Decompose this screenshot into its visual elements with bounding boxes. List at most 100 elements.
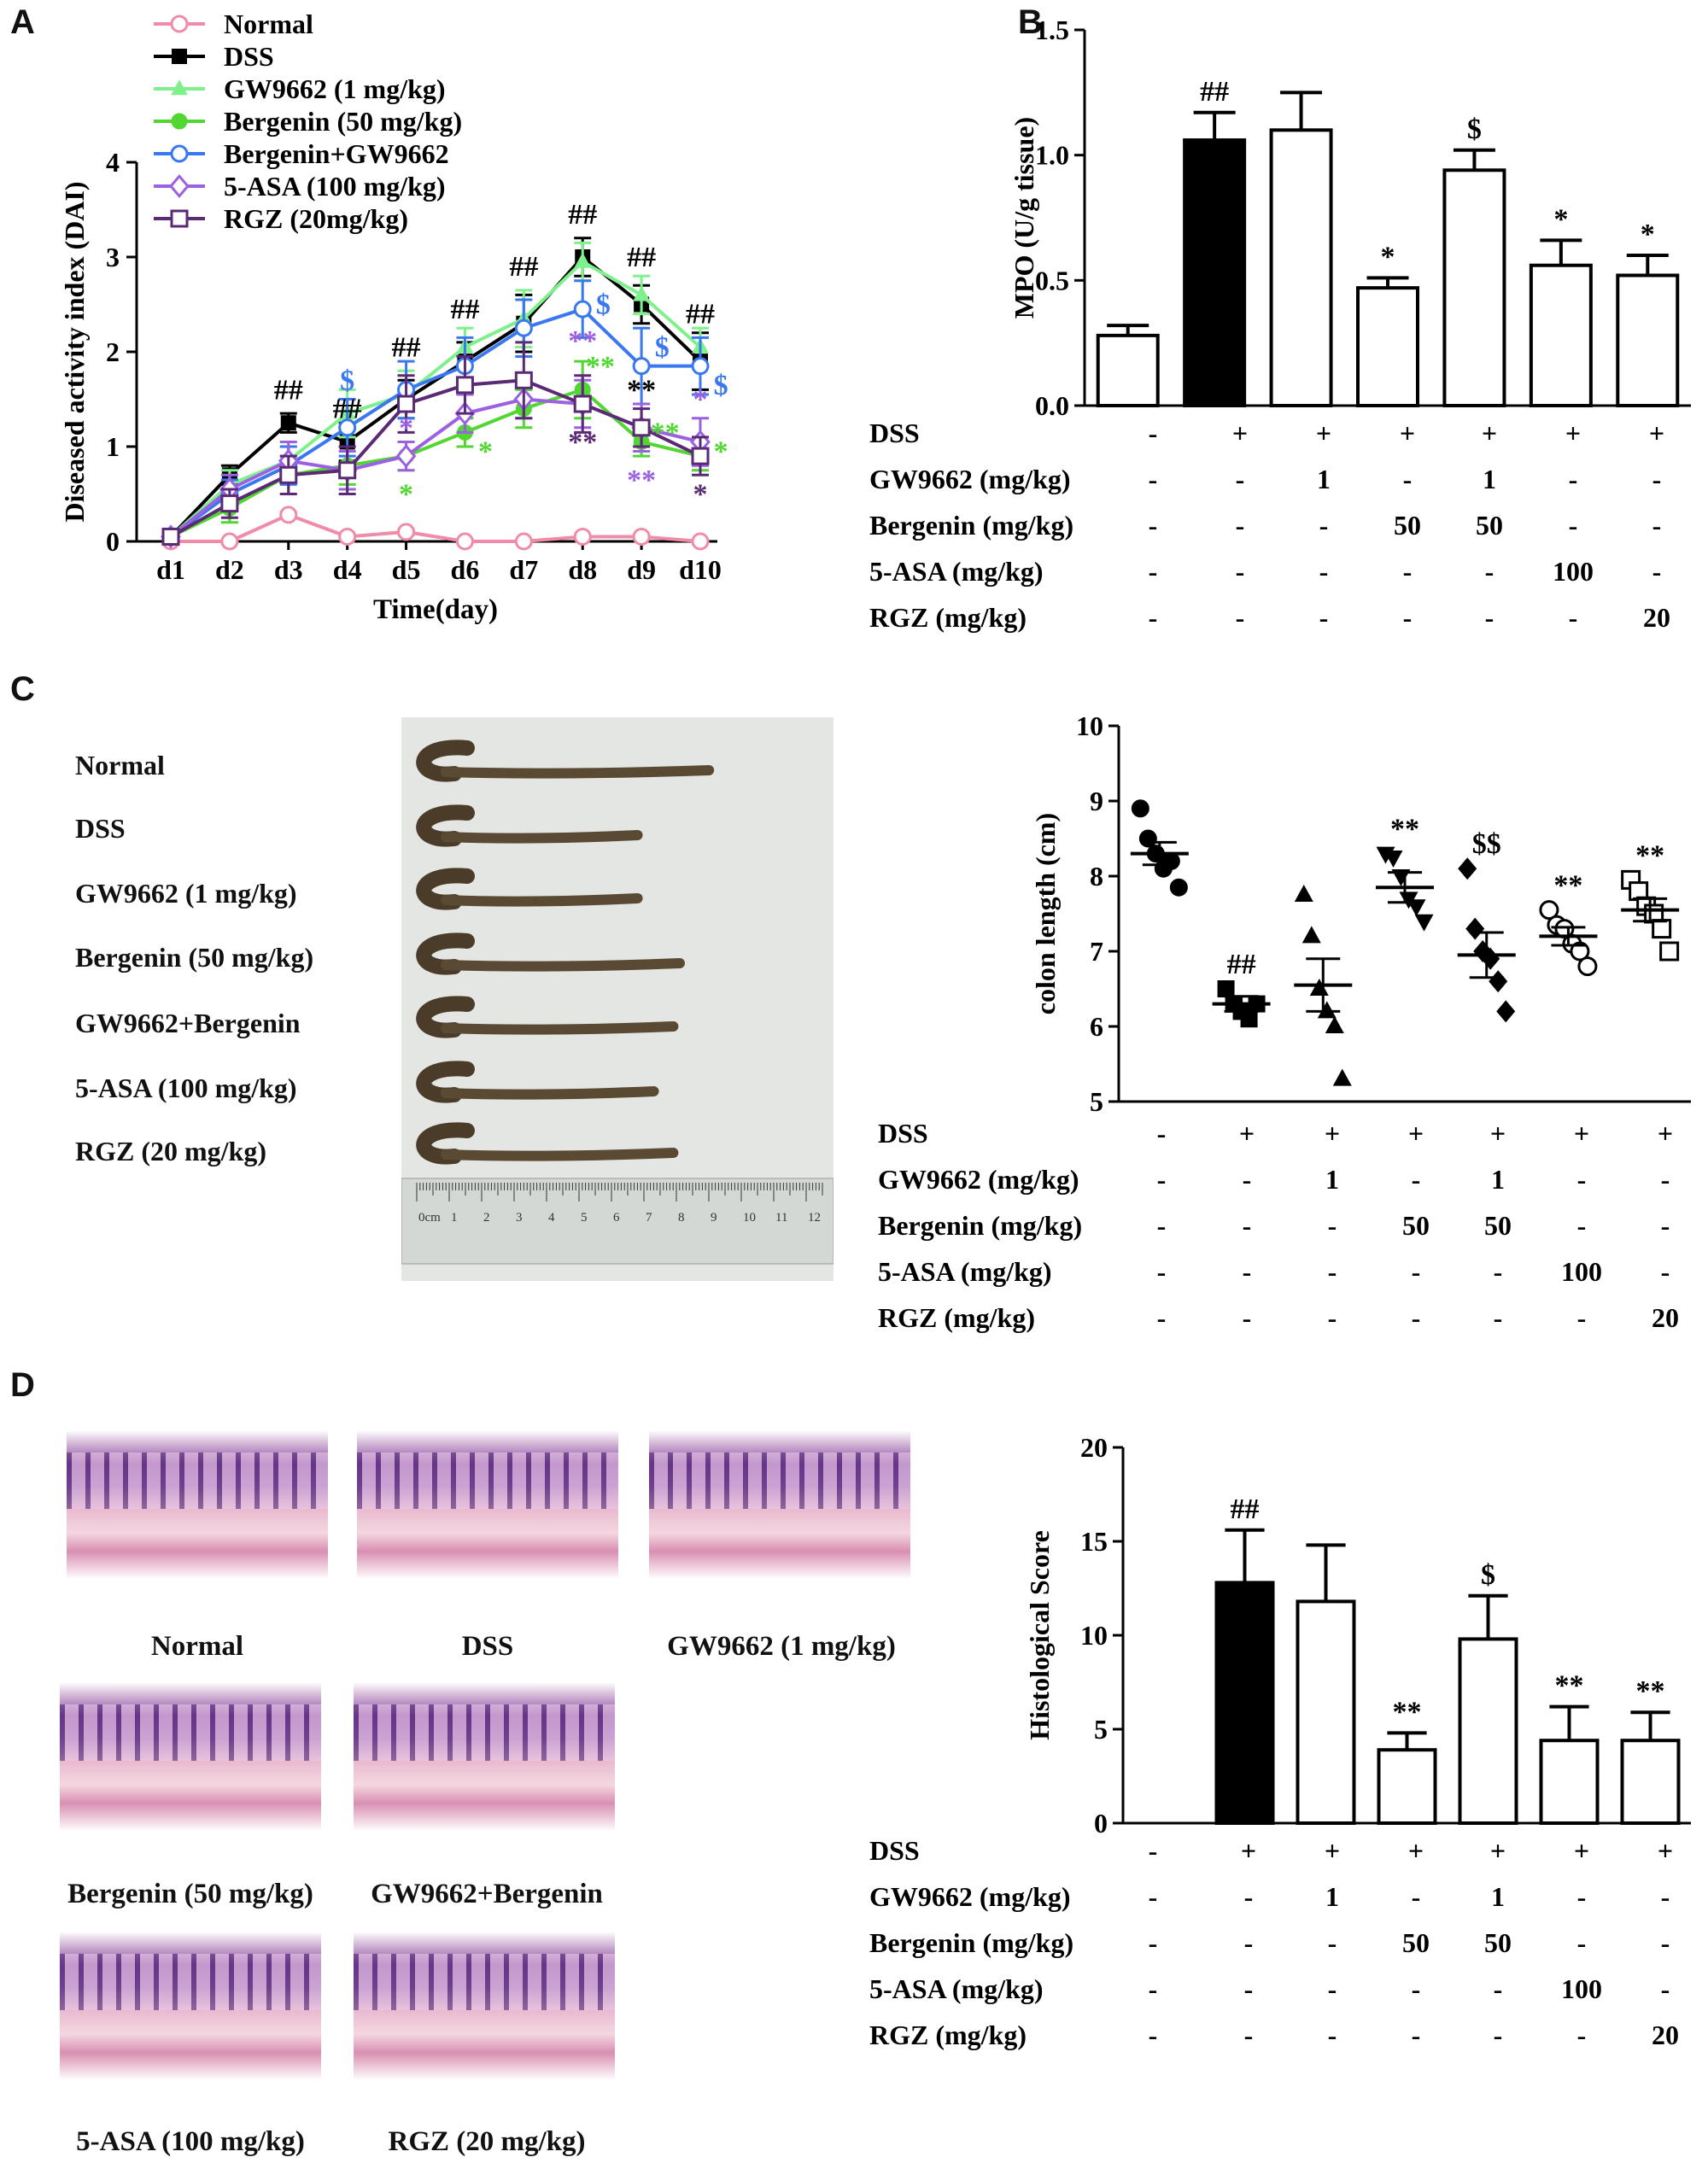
data-point	[395, 444, 417, 469]
significance-mark: ##	[450, 294, 479, 325]
y-axis-title: MPO (U/g tissue)	[1009, 117, 1039, 319]
table-row-label: GW9662 (mg/kg)	[878, 1164, 1079, 1195]
table-cell: -	[1244, 1973, 1254, 2004]
table-cell: 20	[1643, 602, 1670, 633]
data-point	[1301, 926, 1321, 944]
significance-mark: ##	[686, 299, 715, 330]
panel-letter-b: B	[1018, 3, 1043, 41]
table-cell: -	[1244, 2020, 1254, 2050]
table-cell: -	[1236, 510, 1245, 541]
table-cell: 20	[1652, 2020, 1679, 2050]
significance-mark: *	[1381, 241, 1395, 272]
y-tick-label: 4	[106, 147, 120, 178]
table-row-label: GW9662 (mg/kg)	[869, 1881, 1071, 1912]
x-tick-label: d4	[333, 554, 362, 585]
table-row-label: RGZ (mg/kg)	[869, 602, 1027, 633]
table-cell: -	[1412, 1973, 1421, 2004]
table-cell: +	[1241, 1836, 1256, 1866]
significance-mark: *	[478, 436, 493, 468]
significance-mark: ##	[1200, 76, 1229, 108]
he-label-gw9662: GW9662 (1 mg/kg)	[667, 1631, 896, 1662]
table-cell: -	[1577, 1210, 1587, 1241]
table-cell: -	[1494, 2020, 1503, 2050]
table-cell: -	[1243, 1164, 1252, 1195]
table-cell: -	[1412, 1164, 1421, 1195]
significance-mark: **	[1635, 839, 1664, 871]
data-point	[574, 252, 592, 268]
table-cell: +	[1490, 1119, 1506, 1149]
colon-label-normal: Normal	[75, 750, 165, 780]
y-tick-label: 15	[1080, 1526, 1108, 1557]
table-cell: -	[1661, 1164, 1670, 1195]
significance-mark: $	[1481, 1559, 1495, 1591]
data-point	[220, 494, 239, 513]
colon-label-bergenin: Bergenin (50 mg/kg)	[75, 942, 314, 973]
table-cell: -	[1485, 602, 1494, 633]
data-point	[1414, 914, 1434, 932]
table-cell: -	[1328, 1302, 1337, 1333]
table-cell: +	[1490, 1836, 1506, 1866]
data-point	[632, 357, 651, 376]
table-cell: 100	[1561, 1973, 1602, 2004]
table-cell: -	[1157, 1119, 1167, 1149]
legend-label: RGZ (20mg/kg)	[224, 203, 408, 234]
table-cell: -	[1485, 556, 1494, 587]
y-tick-label: 7	[1090, 936, 1103, 967]
data-point	[1659, 941, 1680, 962]
ruler-number: 0cm	[418, 1211, 441, 1225]
table-cell: -	[1243, 1210, 1252, 1241]
table-cell: -	[1412, 1302, 1421, 1333]
he-label-gw9662-bergenin: GW9662+Bergenin	[371, 1879, 603, 1909]
table-cell: 1	[1325, 1881, 1339, 1912]
y-tick-label: 3	[106, 242, 120, 272]
table-cell: -	[1569, 464, 1578, 494]
table-cell: +	[1400, 418, 1415, 448]
he-image-rgz	[354, 1932, 615, 2118]
table-cell: -	[1661, 1210, 1670, 1241]
significance-mark: **	[1636, 1675, 1665, 1707]
table-cell: -	[1149, 510, 1158, 541]
colon-label-gw9662: GW9662 (1 mg/kg)	[75, 878, 297, 909]
colon-segment	[441, 893, 643, 907]
legend-label: 5-ASA (100 mg/kg)	[224, 171, 446, 202]
colon-segment	[441, 1086, 659, 1100]
y-tick-label: 1	[106, 431, 120, 462]
panel-letter-d: D	[10, 1366, 35, 1404]
data-point	[279, 465, 298, 484]
he-image-gw9662	[649, 1430, 910, 1616]
table-cell: -	[1244, 1927, 1254, 1958]
table-row-label: RGZ (mg/kg)	[878, 1302, 1035, 1333]
y-tick-label: 20	[1080, 1432, 1108, 1463]
table-cell: -	[1236, 464, 1245, 494]
table-cell: +	[1658, 1119, 1673, 1149]
x-tick-label: d8	[568, 554, 597, 585]
table-cell: -	[1661, 1927, 1670, 1958]
colon-segment	[441, 1148, 679, 1161]
table-cell: -	[1157, 1256, 1167, 1287]
colon-segment	[441, 958, 685, 972]
data-point	[691, 532, 710, 551]
chart-c-colon-length-scatter: 5 6 7 8 9 10 colon length (cm) ## ** $$ ** **	[1030, 710, 1691, 1117]
data-point	[455, 376, 474, 395]
table-cell: 1	[1491, 1881, 1505, 1912]
table-cell: -	[1157, 1302, 1167, 1333]
table-cell: -	[1149, 1927, 1158, 1958]
table-cell: -	[1243, 1302, 1252, 1333]
table-cell: -	[1319, 556, 1329, 587]
data-point	[1539, 900, 1559, 921]
significance-mark: **	[1390, 814, 1419, 845]
significance-mark: *	[1641, 219, 1655, 250]
data-point	[397, 523, 416, 541]
y-tick-label: 0.5	[1035, 265, 1069, 295]
x-tick-label: d7	[509, 554, 538, 585]
table-cell: 100	[1561, 1256, 1602, 1287]
ruler-number: 1	[451, 1211, 458, 1225]
data-point	[1465, 917, 1485, 940]
bar	[1356, 286, 1419, 407]
table-cell: -	[1319, 602, 1329, 633]
table-cell: -	[1412, 2020, 1421, 2050]
significance-mark: $	[714, 370, 728, 401]
ruler-number: 11	[775, 1211, 787, 1225]
significance-mark: *	[399, 479, 413, 511]
significance-mark: ##	[568, 199, 597, 231]
